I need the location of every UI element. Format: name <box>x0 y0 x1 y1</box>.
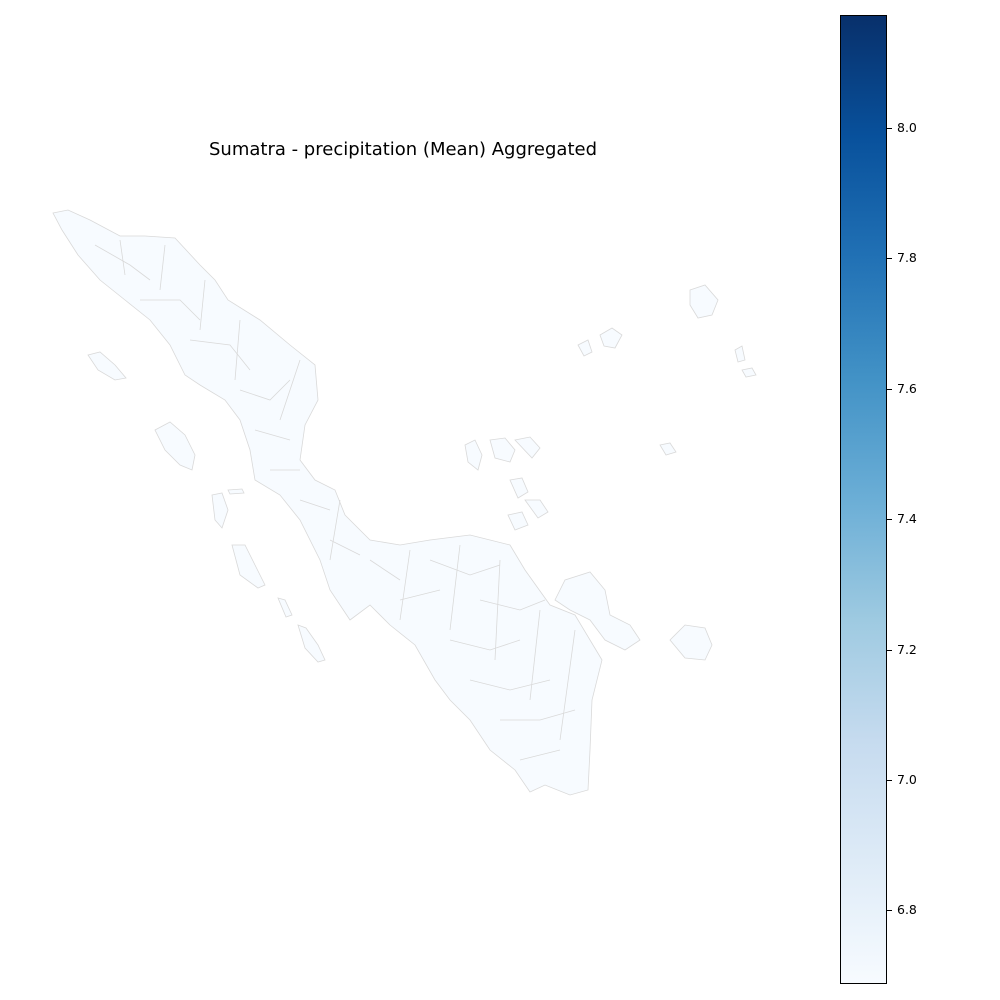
siberut-island <box>231 544 266 589</box>
colorbar-tick <box>887 258 892 259</box>
nias-island <box>154 421 196 471</box>
colorbar-tick-label: 7.8 <box>897 250 917 265</box>
colorbar-tick <box>887 389 892 390</box>
belitung-island <box>669 624 713 661</box>
sumatra-mainland <box>52 209 603 796</box>
bangka-island <box>554 571 641 651</box>
colorbar-tick <box>887 519 892 520</box>
colorbar-tick-label: 7.2 <box>897 642 917 657</box>
colorbar-tick <box>887 128 892 129</box>
colorbar <box>840 15 887 984</box>
map-title: Sumatra - precipitation (Mean) Aggregate… <box>208 139 597 160</box>
colorbar-tick <box>887 650 892 651</box>
colorbar-tick-label: 7.0 <box>897 772 917 787</box>
colorbar-tick-label: 7.6 <box>897 381 917 396</box>
map-area <box>52 209 757 796</box>
colorbar-tick-label: 7.4 <box>897 511 917 526</box>
colorbar-tick-label: 6.8 <box>897 902 917 917</box>
colorbar-tick <box>887 780 892 781</box>
colorbar-tick <box>887 910 892 911</box>
simeulue-island <box>87 351 127 381</box>
colorbar-tick-label: 8.0 <box>897 120 917 135</box>
